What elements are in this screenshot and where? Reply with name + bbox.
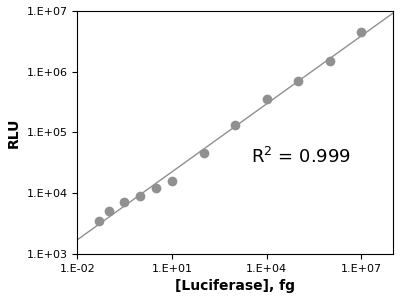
Y-axis label: RLU: RLU (7, 117, 21, 148)
X-axis label: [Luciferase], fg: [Luciferase], fg (175, 279, 295, 293)
Text: R$^2$ = 0.999: R$^2$ = 0.999 (251, 147, 351, 167)
